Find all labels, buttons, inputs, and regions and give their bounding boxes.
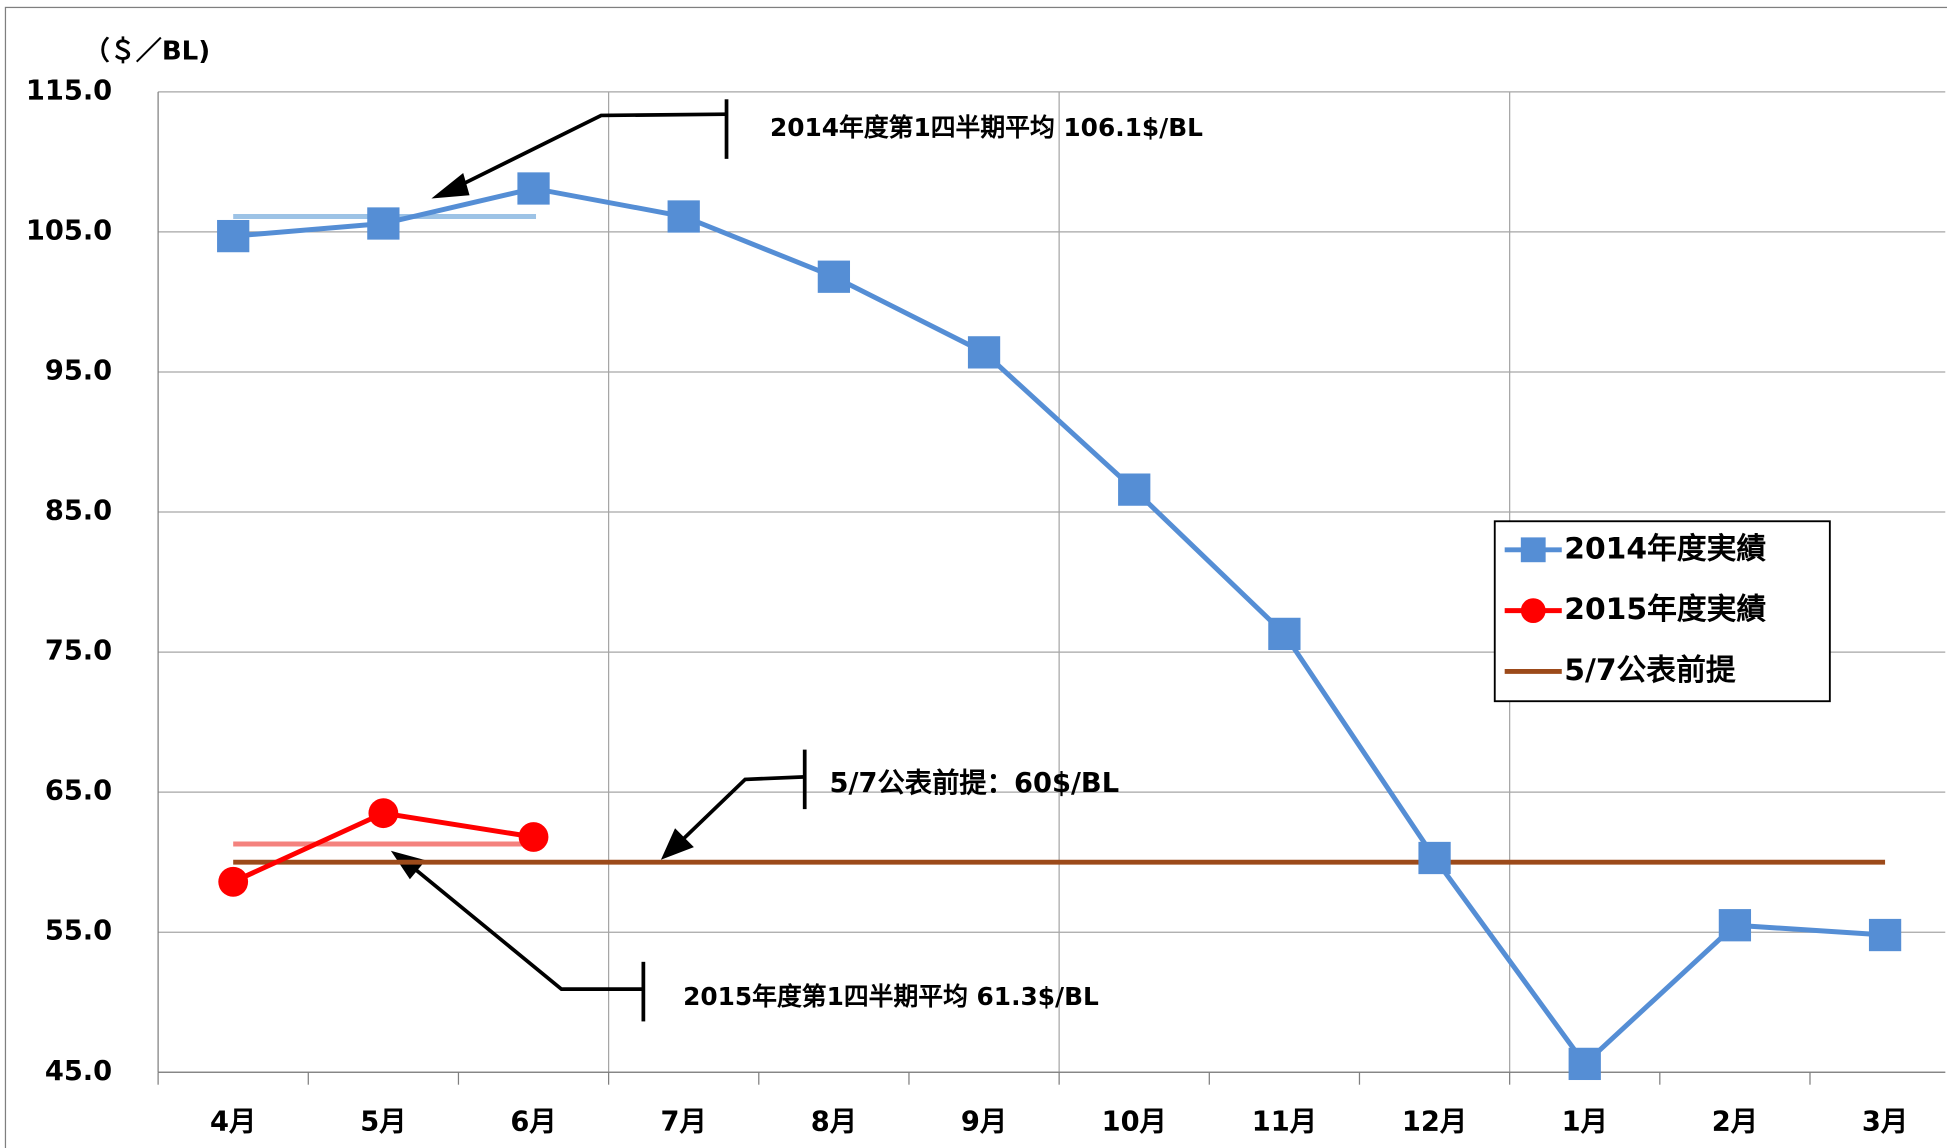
x-tick-label: 6月 <box>510 1107 556 1138</box>
marker <box>667 200 700 233</box>
legend-label: 2015年度実績 <box>1564 592 1766 627</box>
marker <box>817 260 851 293</box>
chart-border <box>4 6 1947 1148</box>
x-tick-label: 12月 <box>1402 1107 1467 1138</box>
arrow-head <box>390 850 426 880</box>
marker <box>1718 909 1752 942</box>
y-axis-label: （＄／BL) <box>84 36 210 67</box>
x-tick-label: 5月 <box>360 1107 406 1138</box>
marker <box>1268 617 1301 651</box>
x-tick-label: 4月 <box>210 1107 256 1138</box>
y-tick-label: 105.0 <box>26 215 112 246</box>
series-line <box>232 185 1886 1068</box>
arrow-head <box>660 828 694 860</box>
legend-label: 5/7公表前提 <box>1564 653 1736 688</box>
y-tick-label: 55.0 <box>45 916 112 947</box>
annotation: 2014年度第1四半期平均 106.1$/BL <box>770 113 1203 142</box>
marker <box>1118 473 1151 506</box>
marker <box>517 172 550 205</box>
marker <box>218 866 249 897</box>
y-tick-label: 95.0 <box>45 355 112 386</box>
annotation: 5/7公表前提：60$/BL <box>830 767 1120 799</box>
annotation-arrows <box>390 99 807 1022</box>
legend-marker <box>1520 598 1546 624</box>
arrow <box>676 775 805 846</box>
marker <box>518 822 549 852</box>
arrow-head <box>431 173 470 199</box>
y-tick-label: 75.0 <box>45 636 112 667</box>
marker <box>967 336 1001 369</box>
legend-label: 2014年度実績 <box>1564 531 1766 566</box>
x-tick-label: 1月 <box>1562 1107 1608 1138</box>
x-tick-label: 9月 <box>961 1107 1007 1138</box>
x-tick-label: 7月 <box>661 1107 707 1138</box>
marker <box>1418 841 1451 875</box>
grid <box>157 91 1946 1085</box>
marker <box>217 219 250 253</box>
marker <box>1868 918 1902 952</box>
plot <box>217 172 1902 1081</box>
y-tick-label: 45.0 <box>45 1056 112 1087</box>
y-tick-label: 85.0 <box>45 496 112 527</box>
arrow <box>408 863 644 992</box>
y-tick-label: 65.0 <box>45 776 112 807</box>
annotation: 2015年度第1四半期平均 61.3$/BL <box>683 982 1099 1011</box>
x-tick-label: 11月 <box>1252 1107 1317 1138</box>
x-tick-label: 2月 <box>1712 1107 1758 1138</box>
marker <box>367 207 400 240</box>
legend-marker <box>1520 537 1546 563</box>
x-tick-label: 8月 <box>811 1107 857 1138</box>
x-tick-label: 3月 <box>1862 1107 1908 1138</box>
legend-entries: 5/7公表前提 2014年度実績 2015年度実績 <box>1504 531 1766 688</box>
marker <box>1568 1047 1601 1081</box>
y-tick-label: 115.0 <box>26 75 112 106</box>
marker <box>368 798 399 829</box>
arrow <box>452 112 727 191</box>
x-tick-label: 10月 <box>1102 1107 1167 1138</box>
